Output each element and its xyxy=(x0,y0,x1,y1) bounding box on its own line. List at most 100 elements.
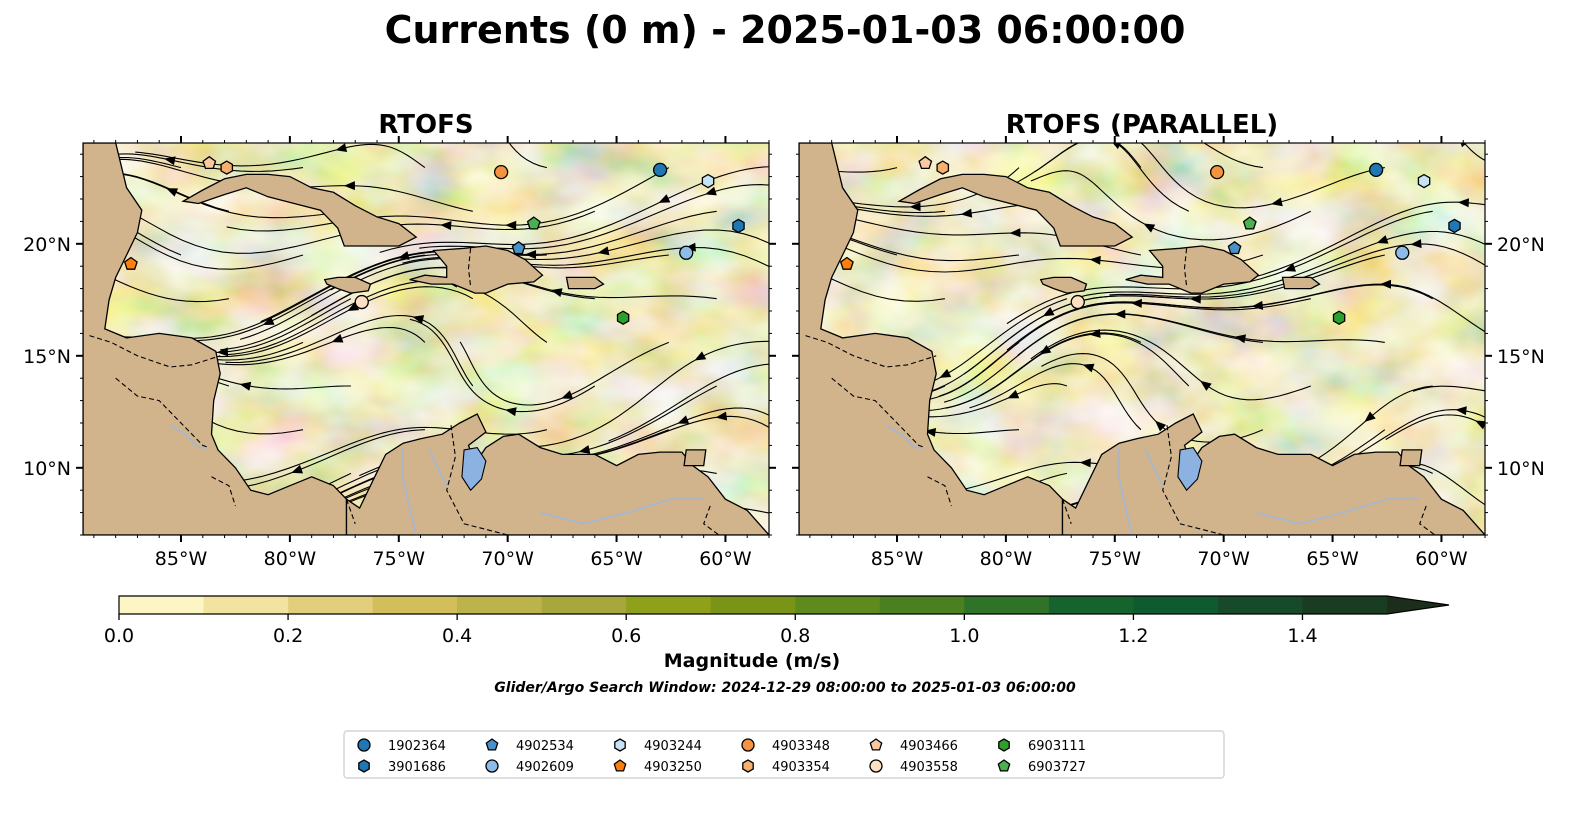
map-panel-left[interactable]: 85°W 80°W 75°W 70°W 65°W 60°W 20°N 15°N 10°N RTOF… xyxy=(0,76,839,638)
colorbar-segment xyxy=(626,596,712,614)
streamline-arrow xyxy=(239,381,252,391)
legend-label: 4903250 xyxy=(644,760,702,775)
float-marker-6903111 xyxy=(616,310,630,325)
legend-marker-4903348 xyxy=(741,738,755,752)
panel-frame xyxy=(798,142,1486,536)
land-puerto-rico xyxy=(565,276,605,290)
float-marker-4902534 xyxy=(1227,240,1242,255)
streamline-arrow xyxy=(909,202,921,212)
streamline-arrow xyxy=(440,221,452,231)
lon-tick-label: 60°W xyxy=(699,548,752,570)
streamline xyxy=(379,166,769,253)
colorbar-segment xyxy=(288,596,374,614)
streamline-arrow xyxy=(1271,197,1283,207)
streamline xyxy=(1006,284,1433,351)
streamline-arrow xyxy=(164,156,176,166)
streamline xyxy=(330,229,769,291)
lon-tick-label: 60°W xyxy=(1415,548,1468,570)
streamline-arrow xyxy=(476,92,490,106)
legend-marker-4902534 xyxy=(485,738,499,751)
colorbar-segment xyxy=(795,596,881,614)
colorbar-segment xyxy=(1217,596,1303,614)
streamline-arrow xyxy=(412,315,425,324)
streamline-arrow xyxy=(343,181,355,191)
streamline xyxy=(1030,170,1312,241)
country-border xyxy=(89,335,221,368)
streamline xyxy=(938,298,1311,397)
lat-tick-label: 10°N xyxy=(1497,458,1545,480)
country-border xyxy=(115,377,210,449)
country-border xyxy=(1061,499,1072,524)
legend-marker-1902364 xyxy=(357,738,371,752)
colorbar-segment xyxy=(1302,596,1388,614)
streamline xyxy=(83,215,304,270)
float-legend: 1902364 3901686 4902534 4902609 4903244 49032… xyxy=(343,730,1225,779)
streamline-arrow xyxy=(1082,363,1095,373)
streamline-arrow xyxy=(1364,411,1376,423)
streamline-arrow xyxy=(1042,307,1055,317)
legend-label: 1902364 xyxy=(388,739,446,754)
streamline xyxy=(608,363,769,442)
streamline-arrow xyxy=(1380,279,1392,289)
float-marker-4902609 xyxy=(1395,245,1410,260)
float-marker-4903348 xyxy=(493,164,509,180)
colorbar-segment xyxy=(1048,596,1134,614)
float-marker-6903727 xyxy=(1242,216,1257,230)
streamline-arrow xyxy=(250,545,262,556)
legend-label: 4903244 xyxy=(644,739,702,754)
streamline xyxy=(135,143,426,169)
streamline-arrow xyxy=(1009,228,1021,238)
float-marker-6903727 xyxy=(526,216,541,230)
colorbar-segment xyxy=(541,596,627,614)
streamline-arrow xyxy=(1114,309,1126,319)
river xyxy=(169,424,208,449)
land-cuba xyxy=(897,173,1134,247)
country-border xyxy=(927,476,952,507)
colorbar-segment xyxy=(203,596,289,614)
colorbar-extend-arrow xyxy=(1387,596,1449,614)
streamline xyxy=(83,172,351,219)
legend-label: 4902534 xyxy=(516,739,574,754)
land-puerto-rico xyxy=(1281,276,1321,290)
float-marker-4902609 xyxy=(679,245,694,260)
streamline xyxy=(226,167,670,232)
streamline-arrow xyxy=(1376,235,1389,244)
lat-tick-label: 15°N xyxy=(1497,346,1545,368)
float-marker-4903466 xyxy=(918,155,933,170)
float-marker-4903558 xyxy=(1070,294,1085,310)
legend-label: 4903466 xyxy=(900,739,958,754)
streamline-arrow xyxy=(597,246,610,256)
lon-tick-label: 75°W xyxy=(1089,548,1142,570)
legend-marker-6903727 xyxy=(997,759,1011,772)
float-marker-4902534 xyxy=(511,240,526,255)
legend-label: 6903111 xyxy=(1028,739,1086,754)
legend-marker-3901686 xyxy=(358,759,370,773)
legend-label: 3901686 xyxy=(388,760,446,775)
streamline xyxy=(799,223,1020,262)
land-cuba xyxy=(181,173,418,247)
streamline-arrow xyxy=(1410,239,1422,249)
legend-marker-4903354 xyxy=(742,759,754,773)
float-marker-6903111 xyxy=(1332,310,1346,325)
float-marker-4903354 xyxy=(936,160,950,175)
colorbar-segment xyxy=(879,596,965,614)
streamline xyxy=(799,200,945,214)
colorbar-outline xyxy=(118,595,1450,615)
streamline-arrow xyxy=(335,143,348,153)
streamline-arrow xyxy=(1110,143,1123,150)
land-hispaniola xyxy=(409,245,544,294)
river xyxy=(1256,498,1420,525)
legend-label: 4903354 xyxy=(772,760,830,775)
streamline-arrow xyxy=(960,208,973,218)
legend-marker-4903558 xyxy=(869,759,883,773)
panel-title: RTOFS (PARALLEL) xyxy=(1006,110,1278,140)
map-panel-right[interactable]: 85°W 80°W 75°W 70°W 65°W 60°W 20°N 15°N 10°N RTOF… xyxy=(459,83,1555,640)
lon-tick-label: 70°W xyxy=(481,548,534,570)
colorbar-segment xyxy=(119,596,204,614)
float-marker-4903250 xyxy=(123,256,138,270)
streamline xyxy=(887,332,1142,412)
streamline-arrow xyxy=(129,536,140,545)
float-markers xyxy=(839,155,1461,325)
streamline xyxy=(1345,409,1485,462)
streamline xyxy=(83,153,304,172)
